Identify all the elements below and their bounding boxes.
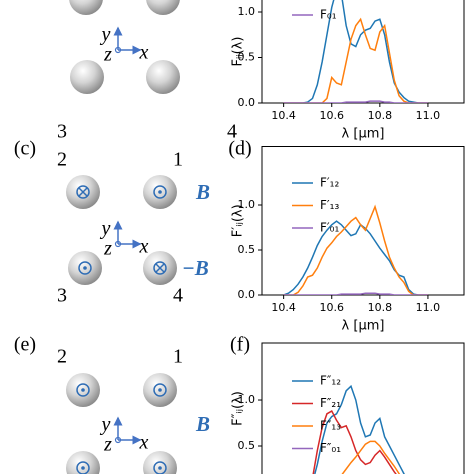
field-label: −B (182, 256, 209, 280)
legend-label: F″₁₂ (320, 374, 341, 388)
series-line (283, 204, 428, 295)
axis-label: y (100, 218, 111, 240)
sphere (69, 0, 103, 15)
sphere-index: 2 (57, 149, 67, 171)
sphere-index: 1 (173, 149, 183, 171)
sphere-index: 3 (57, 121, 67, 143)
legend-label: F′₀₁ (320, 221, 339, 235)
x-tick-label: 10.8 (368, 109, 393, 122)
y-tick-label: 0.5 (238, 243, 256, 256)
y-axis-label: F″ᵢⱼ(λ) (231, 391, 246, 426)
cross-lines (78, 187, 88, 197)
y-tick-label: 1.0 (238, 393, 256, 406)
axis-label: y (100, 414, 111, 436)
x-axis-label: λ [μm] (342, 319, 385, 334)
panel-label: (d) (228, 138, 251, 160)
y-axis-label: F′ᵢⱼ(λ) (231, 204, 246, 237)
sphere-index: 3 (57, 285, 67, 307)
series-line (283, 220, 428, 295)
sphere-index: 4 (173, 285, 183, 307)
axis-origin (114, 46, 122, 54)
cross-symbol (153, 261, 167, 275)
axis-label: z (103, 434, 112, 456)
cross-symbol (76, 185, 90, 199)
y-tick-label: 0.0 (238, 288, 256, 301)
series-line (283, 100, 428, 103)
dot-symbol (153, 383, 167, 397)
x-tick-label: 11.0 (416, 301, 441, 314)
panel-label: (c) (14, 138, 36, 160)
axis-origin (114, 240, 122, 248)
legend-label: F′₁₂ (320, 176, 339, 190)
x-tick-label: 10.6 (319, 109, 344, 122)
dot-center (158, 466, 162, 470)
legend-label: F″₁₃ (320, 419, 341, 433)
series-line (312, 410, 397, 474)
axis-origin (114, 436, 122, 444)
sphere (146, 60, 180, 94)
x-tick-label: 10.4 (271, 109, 296, 122)
legend-label: F″₀₁ (320, 441, 341, 455)
panel-label: (e) (14, 334, 36, 356)
y-tick-label: 0.0 (238, 96, 256, 109)
series-line (283, 292, 428, 295)
plot-lines (283, 204, 428, 295)
plot-frame (261, 342, 465, 474)
y-tick-label: 0.5 (238, 51, 256, 64)
x-axis-label: λ [μm] (342, 127, 385, 142)
axis-label: z (103, 44, 112, 66)
dot-symbol (153, 185, 167, 199)
dot-center (81, 466, 85, 470)
plot-frame (261, 146, 465, 296)
sphere-index: 4 (227, 121, 237, 143)
y-axis-label: Fᵢⱼ(λ) (231, 37, 246, 67)
dot-center (81, 388, 85, 392)
dot-center (158, 190, 162, 194)
sphere (70, 60, 104, 94)
dot-symbol (78, 261, 92, 275)
cross-lines (155, 263, 165, 273)
x-tick-label: 10.4 (271, 301, 296, 314)
series-line (283, 0, 428, 103)
y-tick-label: 1.0 (238, 5, 256, 18)
legend-label: F₀₁ (320, 8, 337, 22)
dot-symbol (153, 461, 167, 474)
axis-label: x (139, 432, 149, 454)
plot-lines (312, 384, 405, 474)
dot-symbol (76, 383, 90, 397)
y-tick-label: 0.5 (238, 439, 256, 452)
axis-label: x (139, 42, 149, 64)
plot-lines (283, 0, 428, 103)
field-label: B (195, 412, 210, 436)
x-tick-label: 11.0 (416, 109, 441, 122)
x-tick-label: 10.8 (368, 301, 393, 314)
legend-label: F′₁₃ (320, 198, 339, 212)
axis-label: x (139, 236, 149, 258)
panel-label: (f) (230, 334, 250, 356)
field-label: B (195, 180, 210, 204)
sphere-index: 1 (173, 346, 183, 368)
series-line (341, 440, 401, 474)
sphere-index: 2 (57, 346, 67, 368)
dot-center (158, 388, 162, 392)
sphere (146, 0, 180, 15)
dot-center (83, 266, 87, 270)
axis-label: z (103, 238, 112, 260)
plot-frame (261, 0, 465, 104)
axis-label: y (100, 24, 111, 46)
series-line (314, 384, 405, 474)
x-tick-label: 10.6 (319, 301, 344, 314)
series-line (283, 17, 428, 103)
dot-symbol (76, 461, 90, 474)
y-tick-label: 1.0 (238, 198, 256, 211)
legend-label: F″₂₁ (320, 396, 341, 410)
